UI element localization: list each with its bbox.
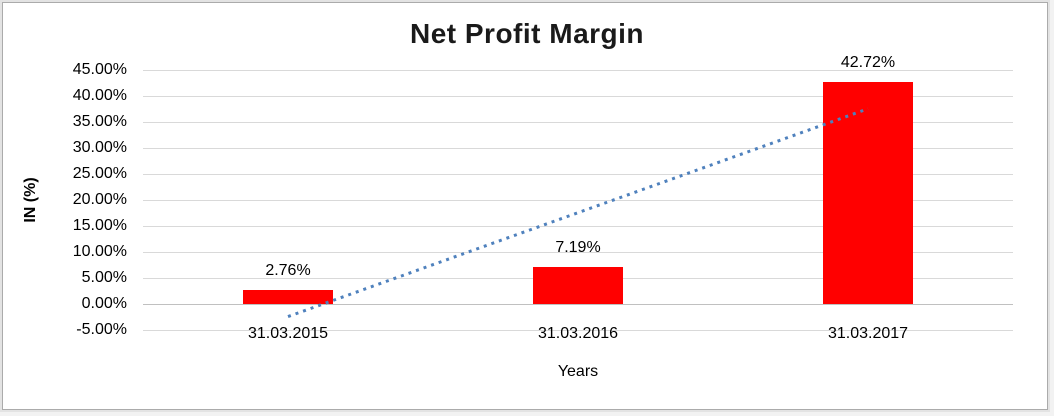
gridline bbox=[143, 330, 1013, 331]
y-tick-label: -5.00% bbox=[76, 321, 127, 338]
bar-31.03.2017 bbox=[823, 81, 913, 304]
y-tick-label: 20.00% bbox=[72, 191, 127, 208]
y-tick-label: 15.00% bbox=[72, 217, 127, 234]
y-tick-label: 5.00% bbox=[81, 269, 127, 286]
y-tick-label: 10.00% bbox=[72, 243, 127, 260]
y-tick-label: 35.00% bbox=[72, 113, 127, 130]
x-axis-title: Years bbox=[557, 363, 599, 380]
y-tick-label: 25.00% bbox=[72, 165, 127, 182]
bar-value-label: 7.19% bbox=[555, 238, 601, 256]
x-tick-label: 31.03.2016 bbox=[537, 325, 619, 342]
bar-value-label: 42.72% bbox=[840, 53, 896, 71]
bar-31.03.2016 bbox=[533, 266, 623, 304]
y-tick-label: 40.00% bbox=[72, 87, 127, 104]
bar-value-label: 2.76% bbox=[265, 261, 311, 279]
x-tick-label: 31.03.2015 bbox=[247, 325, 329, 342]
gridline bbox=[143, 304, 1013, 305]
gridline bbox=[143, 70, 1013, 71]
bar-31.03.2015 bbox=[243, 289, 333, 304]
y-tick-label: 45.00% bbox=[72, 61, 127, 78]
gridline bbox=[143, 96, 1013, 97]
y-tick-label: 30.00% bbox=[72, 139, 127, 156]
x-tick-label: 31.03.2017 bbox=[827, 325, 909, 342]
chart-title: Net Profit Margin bbox=[409, 18, 645, 49]
y-tick-label: 0.00% bbox=[81, 295, 127, 312]
